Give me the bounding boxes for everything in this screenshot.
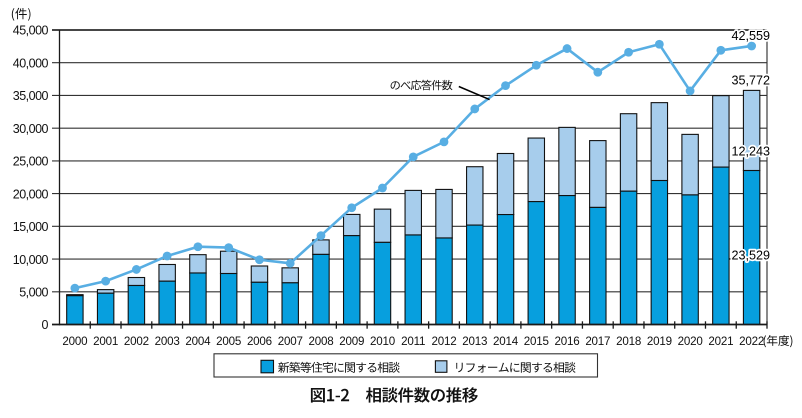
svg-text:35,772: 35,772 (731, 74, 770, 88)
svg-text:2016: 2016 (555, 335, 580, 348)
svg-text:5,000: 5,000 (19, 285, 48, 299)
svg-text:2017: 2017 (585, 335, 610, 348)
svg-text:2012: 2012 (432, 335, 457, 348)
svg-text:2010: 2010 (370, 335, 395, 348)
svg-text:20,000: 20,000 (13, 187, 49, 201)
svg-text:2002: 2002 (124, 335, 149, 348)
svg-text:2008: 2008 (308, 335, 333, 348)
svg-text:2018: 2018 (616, 335, 641, 348)
svg-text:40,000: 40,000 (13, 56, 49, 70)
svg-text:2009: 2009 (339, 335, 364, 348)
svg-text:45,000: 45,000 (13, 24, 49, 38)
svg-text:2007: 2007 (278, 335, 303, 348)
svg-text:2020: 2020 (678, 335, 703, 348)
svg-text:2000: 2000 (62, 335, 87, 348)
svg-text:12,243: 12,243 (731, 144, 770, 158)
svg-text:2013: 2013 (462, 335, 487, 348)
svg-text:2001: 2001 (93, 335, 118, 348)
svg-text:2006: 2006 (247, 335, 272, 348)
svg-text:2015: 2015 (524, 335, 549, 348)
svg-text:0: 0 (42, 318, 49, 332)
svg-text:2014: 2014 (493, 335, 519, 348)
svg-text:10,000: 10,000 (13, 253, 49, 267)
svg-text:2019: 2019 (647, 335, 672, 348)
svg-text:15,000: 15,000 (13, 220, 49, 234)
svg-text:2021: 2021 (708, 335, 733, 348)
svg-text:2005: 2005 (216, 335, 241, 348)
svg-text:23,529: 23,529 (731, 248, 770, 262)
svg-text:2004: 2004 (185, 335, 211, 348)
svg-text:35,000: 35,000 (13, 89, 49, 103)
svg-text:42,559: 42,559 (731, 29, 770, 43)
svg-text:30,000: 30,000 (13, 122, 49, 136)
svg-text:2011: 2011 (401, 335, 425, 348)
svg-text:25,000: 25,000 (13, 155, 49, 169)
svg-text:2003: 2003 (155, 335, 180, 348)
svg-text:2022: 2022 (739, 335, 764, 348)
